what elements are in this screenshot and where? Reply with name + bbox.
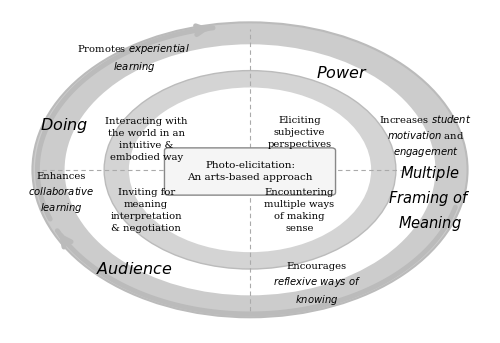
Text: Encourages
$\it{reflexive\ ways\ of}$
$\it{knowing}$: Encourages $\it{reflexive\ ways\ of}$ $\…	[272, 262, 361, 307]
Text: Eliciting
subjective
perspectives: Eliciting subjective perspectives	[268, 116, 332, 149]
Text: Enhances
$\it{collaborative}$
$\it{learning}$: Enhances $\it{collaborative}$ $\it{learn…	[28, 172, 94, 215]
Text: Promotes $\it{experiential}$
$\it{learning}$: Promotes $\it{experiential}$ $\it{learni…	[78, 43, 190, 74]
Text: Encountering
multiple ways
of making
sense: Encountering multiple ways of making sen…	[264, 188, 334, 233]
Ellipse shape	[64, 44, 436, 295]
Text: Photo-elicitation:
An arts-based approach: Photo-elicitation: An arts-based approac…	[187, 161, 313, 182]
Ellipse shape	[32, 22, 468, 317]
Text: $\mathbf{\it{Multiple}}$
$\mathbf{\it{Framing\ of}}$
$\mathbf{\it{Meaning}}$: $\mathbf{\it{Multiple}}$ $\mathbf{\it{Fr…	[388, 164, 471, 233]
Text: $\mathbf{\it{Power}}$: $\mathbf{\it{Power}}$	[316, 65, 368, 82]
Ellipse shape	[129, 87, 371, 252]
Text: Inviting for
meaning
interpretation
& negotiation: Inviting for meaning interpretation & ne…	[110, 188, 182, 233]
Text: $\mathbf{\it{Audience}}$: $\mathbf{\it{Audience}}$	[96, 261, 172, 278]
Ellipse shape	[104, 71, 396, 269]
FancyBboxPatch shape	[164, 148, 336, 195]
Text: Interacting with
the world in an
intuitive &
embodied way: Interacting with the world in an intuiti…	[105, 117, 188, 162]
Text: $\mathbf{\it{Doing}}$: $\mathbf{\it{Doing}}$	[40, 116, 88, 135]
Text: Increases $\it{student}$
$\it{motivation}$ and
$\it{engagement}$: Increases $\it{student}$ $\it{motivation…	[380, 113, 472, 159]
